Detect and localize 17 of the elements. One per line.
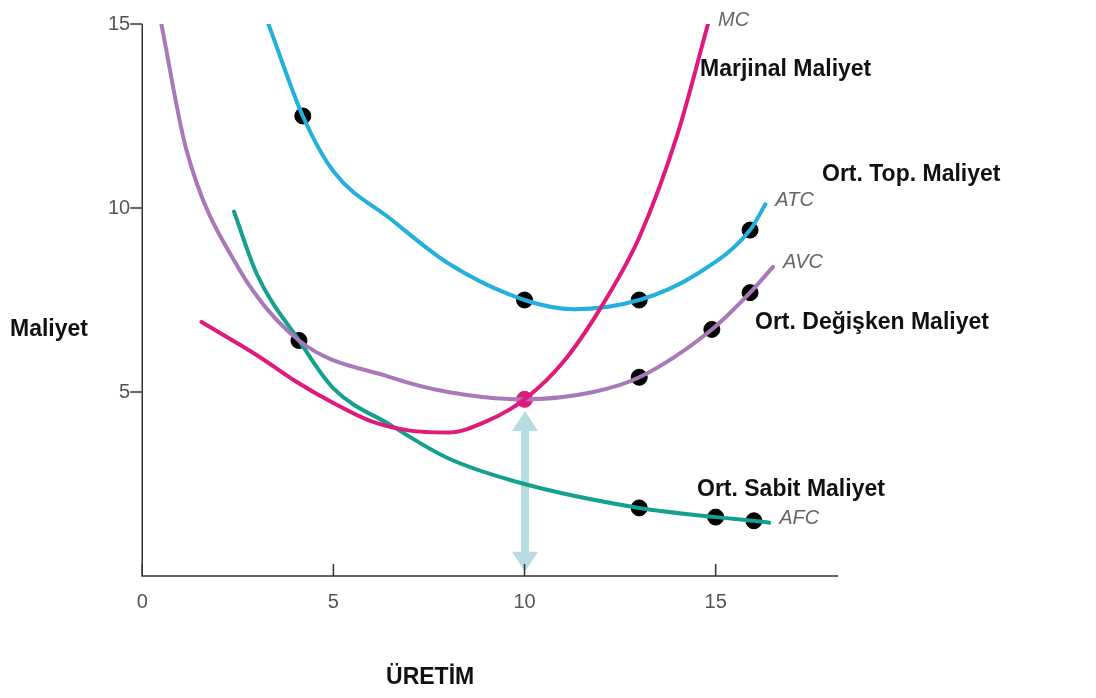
series-label: ATC (774, 187, 815, 210)
x-tick-label: 0 (136, 589, 148, 612)
x-tick-label: 10 (513, 589, 536, 612)
annotation: Ort. Değişken Maliyet (755, 308, 990, 335)
series-label: AFC (778, 506, 820, 529)
y-tick-label: 15 (108, 11, 131, 34)
y-tick-label: 10 (108, 195, 131, 218)
x-tick-label: 15 (704, 589, 727, 612)
y-axis-title: Maliyet (10, 315, 89, 342)
series-label: MC (718, 7, 750, 30)
annotation: Ort. Top. Maliyet (822, 160, 1001, 187)
y-tick-label: 5 (119, 379, 131, 402)
series-label: AVC (782, 250, 824, 273)
annotation: Marjinal Maliyet (700, 55, 872, 82)
x-tick-label: 5 (327, 589, 339, 612)
annotation: Ort. Sabit Maliyet (697, 475, 886, 502)
x-axis-title: ÜRETİM (386, 663, 475, 690)
